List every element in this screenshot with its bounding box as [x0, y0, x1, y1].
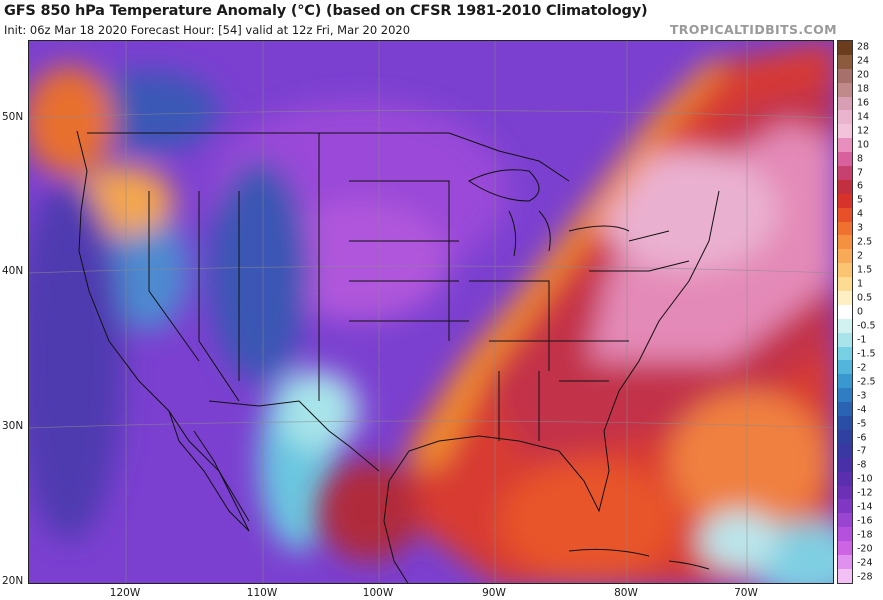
- anomaly-map-graphic: [29, 41, 833, 583]
- color-scale-swatch: [838, 82, 852, 97]
- color-scale-label: 0: [857, 306, 864, 318]
- color-scale-swatch: [838, 554, 852, 569]
- color-scale-swatch: [838, 318, 852, 333]
- color-scale-label: -16: [857, 515, 873, 527]
- color-scale-label: 2: [857, 250, 864, 262]
- color-scale-swatch: [838, 332, 852, 347]
- color-scale-label: -2.5: [857, 376, 876, 388]
- color-scale-swatch: [838, 179, 852, 194]
- color-scale-label: 1: [857, 278, 864, 290]
- color-scale-label: -1: [857, 334, 867, 346]
- color-scale-label: 6: [857, 180, 864, 192]
- color-scale-label: -5: [857, 418, 867, 430]
- color-scale-label: 1.5: [857, 264, 873, 276]
- color-scale-swatch: [838, 221, 852, 236]
- color-scale-label: 14: [857, 111, 870, 123]
- color-scale-label: -2: [857, 362, 867, 374]
- color-scale-label: 5: [857, 194, 864, 206]
- color-scale-label: 0.5: [857, 292, 873, 304]
- site-watermark: TROPICALTIDBITS.COM: [669, 22, 837, 37]
- color-scale-swatch: [838, 152, 852, 167]
- color-scale-swatch: [838, 471, 852, 486]
- color-scale-label: 10: [857, 139, 870, 151]
- color-scale-label: 7: [857, 167, 864, 178]
- color-scale-swatch: [838, 54, 852, 69]
- color-scale-label: -7: [857, 445, 867, 457]
- latitude-label-50n: 50N: [2, 111, 24, 123]
- color-scale-swatch: [838, 291, 852, 305]
- color-scale-label: -14: [857, 501, 873, 513]
- color-scale-label: -4: [857, 404, 867, 416]
- color-scale-label: 2.5: [857, 236, 873, 248]
- color-scale-label: -18: [857, 529, 873, 541]
- color-scale-label: -1.5: [857, 348, 876, 360]
- color-scale-swatch: [838, 304, 852, 319]
- color-scale-label: 12: [857, 125, 870, 137]
- color-scale-label: -6: [857, 432, 867, 444]
- forecast-info: Init: 06z Mar 18 2020 Forecast Hour: [54…: [4, 23, 411, 37]
- color-scale-swatch: [838, 138, 852, 153]
- color-scale-swatch: [838, 360, 852, 375]
- color-scale-label: 16: [857, 97, 870, 109]
- color-scale-swatch: [838, 124, 852, 139]
- longitude-label-100w: 100W: [362, 587, 394, 599]
- longitude-label-110w: 110W: [246, 587, 278, 599]
- color-scale-label: -0.5: [857, 320, 876, 332]
- color-scale-swatch: [838, 568, 852, 583]
- color-scale-label: 8: [857, 153, 864, 165]
- color-scale-label: 3: [857, 222, 864, 234]
- anomaly-map: [28, 40, 834, 584]
- color-scale-swatch: [838, 346, 852, 361]
- latitude-label-30n: 30N: [2, 420, 24, 432]
- color-scale-swatch: [838, 527, 852, 542]
- color-scale-label: -24: [857, 557, 873, 569]
- color-scale-swatch: [838, 499, 852, 514]
- color-scale-swatch: [838, 402, 852, 417]
- color-scale-swatch: [838, 41, 852, 55]
- color-scale-swatch: [838, 374, 852, 389]
- color-scale-swatch: [838, 513, 852, 528]
- color-scale-label: 18: [857, 83, 870, 95]
- color-scale-swatch: [838, 429, 852, 444]
- color-scale-swatch: [838, 263, 852, 278]
- color-scale-swatch: [838, 166, 852, 180]
- color-scale-swatch: [838, 485, 852, 500]
- color-scale-swatch: [838, 207, 852, 222]
- latitude-label-40n: 40N: [2, 265, 24, 277]
- color-scale-label: -8: [857, 459, 867, 471]
- color-scale-label: 20: [857, 69, 870, 81]
- longitude-label-120w: 120W: [109, 587, 141, 599]
- color-scale-swatch: [838, 443, 852, 458]
- latitude-label-20n: 20N: [2, 575, 24, 587]
- color-scale-swatch: [838, 235, 852, 250]
- color-scale-label: -12: [857, 487, 873, 499]
- longitude-label-80w: 80W: [614, 587, 638, 599]
- color-scale-swatch: [838, 416, 852, 430]
- color-scale-swatch: [838, 68, 852, 83]
- color-scale-label: -28: [857, 571, 873, 583]
- color-scale-label: 28: [857, 41, 870, 53]
- color-scale-swatch: [838, 110, 852, 125]
- color-scale-swatch: [838, 457, 852, 472]
- longitude-label-90w: 90W: [482, 587, 506, 599]
- color-scale-swatch: [838, 193, 852, 208]
- color-scale-label: 4: [857, 208, 864, 220]
- longitude-label-70w: 70W: [734, 587, 758, 599]
- color-scale-swatch: [838, 249, 852, 264]
- color-scale-swatch: [838, 388, 852, 403]
- color-scale-label: 24: [857, 55, 870, 67]
- color-scale-bar: [837, 40, 853, 584]
- color-scale-swatch: [838, 541, 852, 555]
- color-scale-label: -3: [857, 390, 867, 402]
- map-title: GFS 850 hPa Temperature Anomaly (°C) (ba…: [4, 3, 648, 19]
- color-scale-label: -10: [857, 473, 873, 485]
- color-scale-swatch: [838, 277, 852, 292]
- color-scale-swatch: [838, 96, 852, 111]
- color-scale-label: -20: [857, 543, 873, 555]
